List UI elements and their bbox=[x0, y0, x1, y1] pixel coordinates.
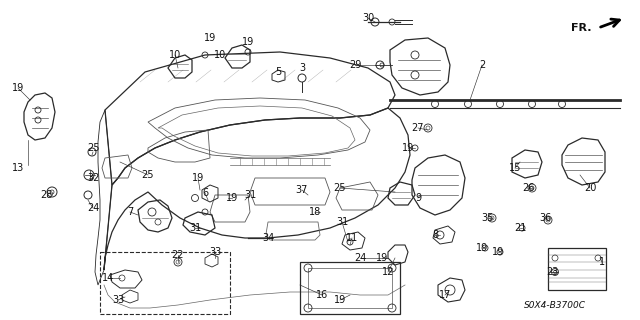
Text: 22: 22 bbox=[172, 250, 184, 260]
Text: 15: 15 bbox=[509, 163, 521, 173]
Text: 10: 10 bbox=[214, 50, 226, 60]
Text: 17: 17 bbox=[439, 290, 451, 300]
Text: 31: 31 bbox=[336, 217, 348, 227]
Text: 19: 19 bbox=[492, 247, 504, 257]
Bar bbox=[548, 248, 606, 290]
Text: 19: 19 bbox=[12, 83, 24, 93]
Text: 2: 2 bbox=[479, 60, 485, 70]
Bar bbox=[300, 262, 400, 314]
Text: 29: 29 bbox=[349, 60, 361, 70]
Text: 32: 32 bbox=[87, 173, 99, 183]
Text: 35: 35 bbox=[482, 213, 494, 223]
Text: 16: 16 bbox=[316, 290, 328, 300]
Text: 21: 21 bbox=[514, 223, 526, 233]
Text: S0X4-B3700C: S0X4-B3700C bbox=[524, 300, 586, 309]
Text: FR.: FR. bbox=[572, 23, 592, 33]
Text: 31: 31 bbox=[189, 223, 201, 233]
Text: 1: 1 bbox=[599, 257, 605, 267]
Text: 30: 30 bbox=[362, 13, 374, 23]
Text: 24: 24 bbox=[87, 203, 99, 213]
Text: 7: 7 bbox=[127, 207, 133, 217]
Bar bbox=[100, 252, 230, 314]
Text: 19: 19 bbox=[192, 173, 204, 183]
Text: 19: 19 bbox=[402, 143, 414, 153]
Text: 33: 33 bbox=[112, 295, 124, 305]
Text: 33: 33 bbox=[209, 247, 221, 257]
Text: 37: 37 bbox=[296, 185, 308, 195]
Text: 20: 20 bbox=[584, 183, 596, 193]
Text: 19: 19 bbox=[242, 37, 254, 47]
Text: 23: 23 bbox=[546, 267, 558, 277]
Bar bbox=[308, 268, 392, 308]
Text: 11: 11 bbox=[346, 233, 358, 243]
Text: 24: 24 bbox=[354, 253, 366, 263]
Text: 31: 31 bbox=[244, 190, 256, 200]
Text: 8: 8 bbox=[432, 230, 438, 240]
Text: 19: 19 bbox=[204, 33, 216, 43]
Text: 18: 18 bbox=[309, 207, 321, 217]
Text: 13: 13 bbox=[12, 163, 24, 173]
Text: 19: 19 bbox=[334, 295, 346, 305]
Text: 3: 3 bbox=[299, 63, 305, 73]
Text: 28: 28 bbox=[40, 190, 52, 200]
Text: 9: 9 bbox=[415, 193, 421, 203]
Text: 34: 34 bbox=[262, 233, 274, 243]
Text: 26: 26 bbox=[522, 183, 534, 193]
Text: 10: 10 bbox=[169, 50, 181, 60]
Text: 19: 19 bbox=[476, 243, 488, 253]
Text: 27: 27 bbox=[412, 123, 424, 133]
Text: 19: 19 bbox=[376, 253, 388, 263]
Text: 14: 14 bbox=[102, 273, 114, 283]
Text: 25: 25 bbox=[141, 170, 154, 180]
Text: 12: 12 bbox=[382, 267, 394, 277]
Text: 36: 36 bbox=[539, 213, 551, 223]
Text: 25: 25 bbox=[333, 183, 346, 193]
Text: 6: 6 bbox=[202, 188, 208, 198]
Text: 5: 5 bbox=[275, 67, 281, 77]
Text: 25: 25 bbox=[87, 143, 99, 153]
Text: 19: 19 bbox=[226, 193, 238, 203]
